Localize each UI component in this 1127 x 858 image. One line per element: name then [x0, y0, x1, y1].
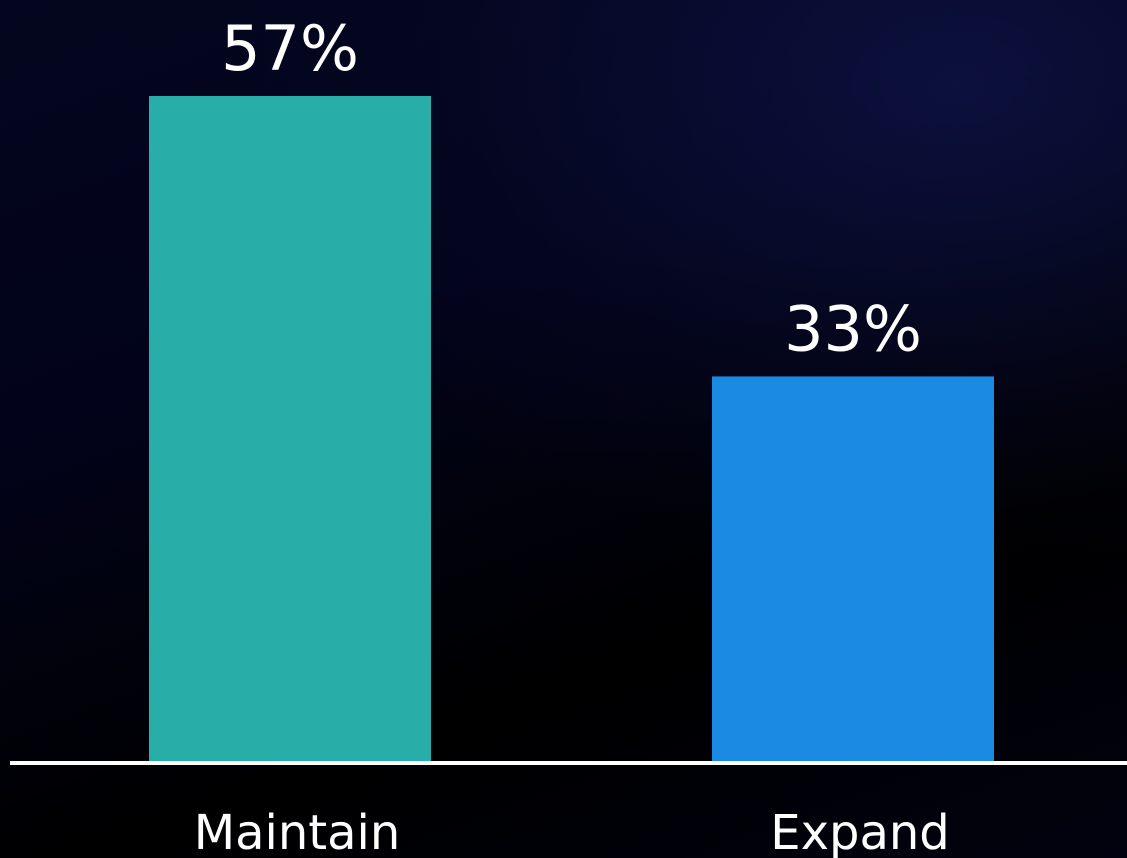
category-label-expand: Expand — [770, 805, 950, 858]
bar-expand — [712, 376, 994, 762]
bars-group — [149, 96, 994, 762]
bar-maintain — [149, 96, 431, 762]
category-labels-group: Maintain Expand — [194, 805, 950, 858]
value-labels-group: 57% 33% — [221, 12, 922, 365]
category-label-maintain: Maintain — [194, 805, 401, 858]
value-label-maintain: 57% — [221, 12, 359, 85]
value-label-expand: 33% — [784, 292, 922, 365]
